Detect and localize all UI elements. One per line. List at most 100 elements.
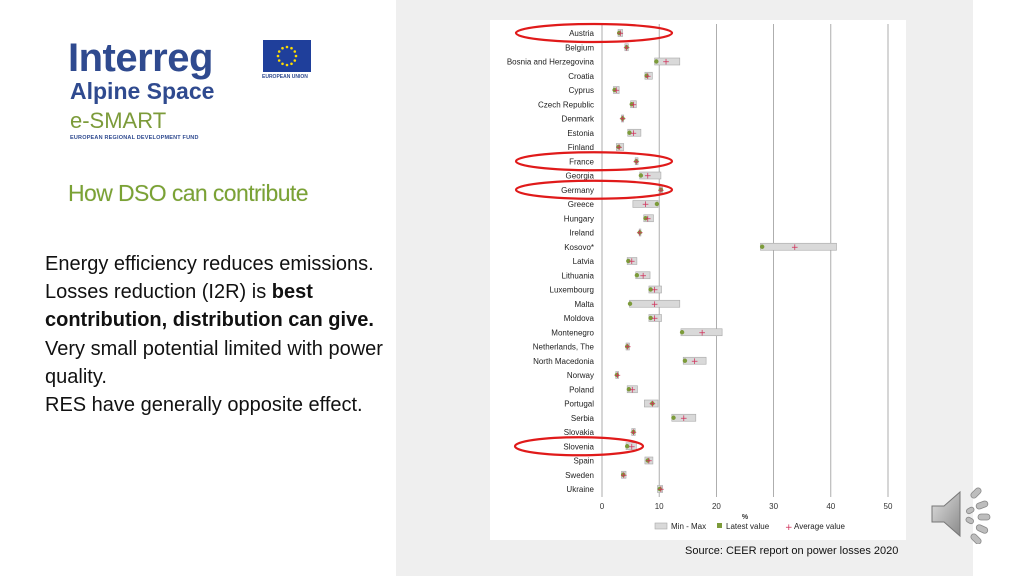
category-label: Portugal [564, 400, 594, 409]
latest-value-marker [645, 458, 650, 463]
speaker-icon[interactable] [926, 484, 998, 545]
latest-value-marker [657, 486, 662, 492]
latest-value-marker [634, 159, 639, 164]
latest-value-marker [648, 315, 653, 321]
average-value-marker: + [630, 129, 638, 139]
category-label: Finland [568, 143, 594, 152]
x-tick-label: 20 [712, 502, 721, 511]
latest-value-marker [759, 244, 765, 249]
legend-range-swatch [654, 522, 668, 530]
average-value-marker: + [623, 43, 631, 53]
latest-value-marker [627, 130, 632, 135]
latest-value-marker [612, 87, 617, 93]
x-axis-label: % [742, 514, 749, 521]
latest-value-marker [654, 201, 660, 207]
category-label: Poland [569, 385, 594, 394]
latest-value-marker [624, 344, 630, 349]
slide-body: Energy efficiency reduces emissions. Los… [45, 250, 390, 419]
latest-value-marker [629, 102, 634, 107]
category-label: Netherlands, The [533, 343, 595, 352]
average-value-marker: + [614, 371, 622, 381]
logo-interreg-text: Interreg [68, 36, 213, 80]
latest-value-marker [624, 444, 630, 449]
category-label: Moldova [564, 314, 595, 323]
legend-average-swatch: + [785, 523, 793, 533]
average-value-marker: + [657, 186, 665, 196]
latest-value-marker [658, 187, 664, 192]
category-label: Germany [561, 186, 594, 195]
average-value-marker: + [644, 72, 652, 82]
latest-value-marker [650, 401, 655, 406]
latest-value-marker [648, 287, 653, 292]
latest-value-marker [682, 358, 688, 363]
average-value-marker: + [651, 314, 659, 324]
chart-svg: 0 10 20 30 40 50% Austria + Belgium + Bosnia and H… [507, 22, 893, 533]
category-label: Ireland [570, 229, 594, 238]
average-value-marker: + [630, 428, 638, 438]
latest-value-marker [626, 258, 631, 264]
logo-fund-text: EUROPEAN REGIONAL DEVELOPMENT FUND [70, 135, 199, 141]
highlight-ellipse [514, 151, 674, 172]
average-value-marker: + [680, 414, 688, 424]
average-value-marker: + [615, 143, 623, 153]
latest-value-marker [616, 144, 621, 150]
source-caption: Source: CEER report on power losses 2020 [685, 545, 899, 557]
average-value-marker: + [636, 229, 644, 239]
average-value-marker: + [651, 286, 659, 296]
category-label: Cyprus [569, 86, 594, 95]
average-value-marker: + [639, 271, 647, 281]
latest-value-marker [671, 415, 676, 420]
category-label: Malta [574, 300, 594, 309]
latest-value-marker [627, 301, 633, 306]
losses-bold-text: best contribution, distribution can give… [45, 281, 374, 332]
latest-value-marker [637, 230, 642, 235]
average-value-marker: + [649, 400, 657, 410]
average-value-marker: + [651, 300, 659, 310]
average-value-marker: + [628, 257, 636, 267]
paragraph-res-effect: RES have generally opposite effect. [45, 394, 363, 417]
latest-value-marker [643, 216, 648, 221]
category-label: Czech Republic [538, 100, 594, 109]
latest-value-marker [654, 59, 659, 64]
category-label: Lithuania [562, 271, 595, 280]
latest-value-marker [614, 372, 620, 378]
category-label: Denmark [562, 115, 595, 124]
category-label: Slovenia [563, 442, 594, 451]
average-value-marker: + [791, 243, 799, 253]
x-tick-label: 10 [655, 502, 664, 511]
average-value-marker: + [657, 485, 665, 495]
latest-value-marker [616, 30, 622, 36]
average-value-marker: + [644, 214, 652, 224]
category-label: Montenegro [551, 328, 594, 337]
latest-value-marker [620, 116, 625, 121]
paragraph-energy-efficiency: Energy efficiency reduces emissions. [45, 253, 374, 275]
average-value-marker: + [628, 442, 636, 452]
highlight-ellipse [514, 179, 674, 200]
category-label: Latvia [573, 257, 595, 266]
category-label: France [569, 157, 594, 166]
average-value-marker: + [645, 457, 653, 467]
latest-value-marker [638, 173, 644, 178]
eu-caption: EUROPEAN UNION [262, 74, 308, 80]
latest-value-marker [624, 45, 629, 50]
category-label: Serbia [571, 414, 595, 423]
average-value-marker: + [691, 357, 699, 367]
average-value-marker: + [629, 385, 637, 395]
paragraph-small-potential: Very small potential limited with power … [45, 337, 383, 388]
category-label: Hungary [564, 214, 594, 223]
losses-chart: 0 10 20 30 40 50% Austria + Belgium + Bosnia and H… [490, 20, 906, 540]
average-value-marker: + [662, 58, 670, 68]
x-tick-label: 30 [769, 502, 778, 511]
x-tick-label: 40 [826, 502, 835, 511]
interreg-logo: Interreg Alpine Space e-SMART EUROPEAN R… [68, 36, 318, 146]
logo-alpine-space-text: Alpine Space [70, 78, 215, 104]
average-value-marker: + [624, 343, 632, 353]
legend-latest-swatch [717, 523, 722, 528]
category-label: Estonia [567, 129, 594, 138]
category-label: Spain [574, 457, 594, 466]
eu-flag-icon [263, 40, 311, 72]
slide-heading: How DSO can contribute [68, 180, 309, 206]
highlight-ellipse [514, 22, 674, 44]
latest-value-marker [679, 330, 685, 335]
category-label: Sweden [565, 471, 594, 480]
